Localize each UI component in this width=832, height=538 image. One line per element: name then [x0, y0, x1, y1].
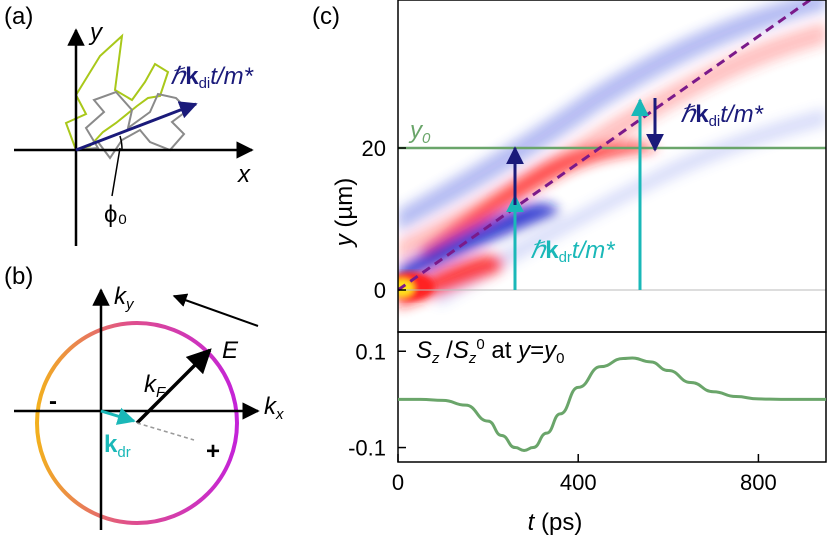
line-plot-axes: 0.1 -0.10 400 800 [348, 339, 777, 495]
panel-c-label: (c) [312, 3, 340, 30]
ytick-label-20: 20 [362, 136, 386, 161]
xtick-800-label: 800 [740, 470, 777, 495]
ytick-neg0.1-label: -0.1 [348, 436, 386, 461]
random-walk-yellow [64, 33, 170, 151]
random-walk-gray [75, 90, 190, 160]
xtick-400-label: 400 [560, 470, 597, 495]
c-kdr-label: ℏkdrt/m* [530, 237, 615, 266]
kF-vector [135, 348, 212, 425]
c-ylabel: y (µm) [331, 178, 358, 248]
kdr-vector [100, 407, 136, 425]
map-hotspot-yellow [398, 279, 414, 297]
xtick-0-label: 0 [392, 470, 404, 495]
map-band-blue-upper [398, 0, 826, 232]
drift-trajectory [398, 0, 811, 292]
angle-label: ϕ₀ [104, 201, 127, 228]
b-kdr-label: kdr [104, 431, 131, 461]
bottom-title: Sz /Sz0 at y=y0 [416, 336, 564, 367]
panel-b: (b) ky kx E kF kdr - + [4, 263, 284, 530]
c-xlabel: t (ps) [528, 509, 583, 536]
panel-c: (c) [312, 0, 827, 536]
e-field-arrow [172, 293, 259, 327]
map-band-blue-lower [430, 108, 826, 306]
fermi-circle [35, 321, 239, 525]
angle-arc [119, 135, 123, 151]
b-kx-label: kx [264, 393, 284, 423]
a-kdi-label: ℏkdit/m* [170, 63, 254, 92]
e-field-label: E [222, 337, 239, 364]
y0-label: y0 [408, 117, 431, 147]
a-x-axis-label: x [237, 161, 251, 188]
c-kdi-label: ℏkdit/m* [680, 101, 764, 130]
line-plot [398, 356, 826, 452]
map-band-blue-strong [398, 203, 560, 284]
panel-a-label: (a) [4, 3, 33, 30]
kdi-vector [75, 101, 198, 152]
kdr-dash [136, 422, 195, 441]
a-y-axis-label: y [88, 19, 104, 46]
plus-sign: + [206, 438, 220, 465]
ytick-0.1-label: 0.1 [355, 339, 386, 364]
spin-density-map [398, 0, 826, 332]
angle-pointer [111, 147, 121, 197]
ytick-label-0: 0 [374, 278, 386, 303]
series-line-0 [398, 356, 826, 452]
b-ky-label: ky [114, 283, 135, 313]
panel-b-label: (b) [4, 263, 33, 290]
minus-sign: - [49, 388, 57, 415]
kF-label: kF [144, 371, 166, 401]
panel-a: (a) y x ϕ₀ ℏkdit/m* [4, 3, 254, 246]
plot-frame [397, 331, 827, 463]
